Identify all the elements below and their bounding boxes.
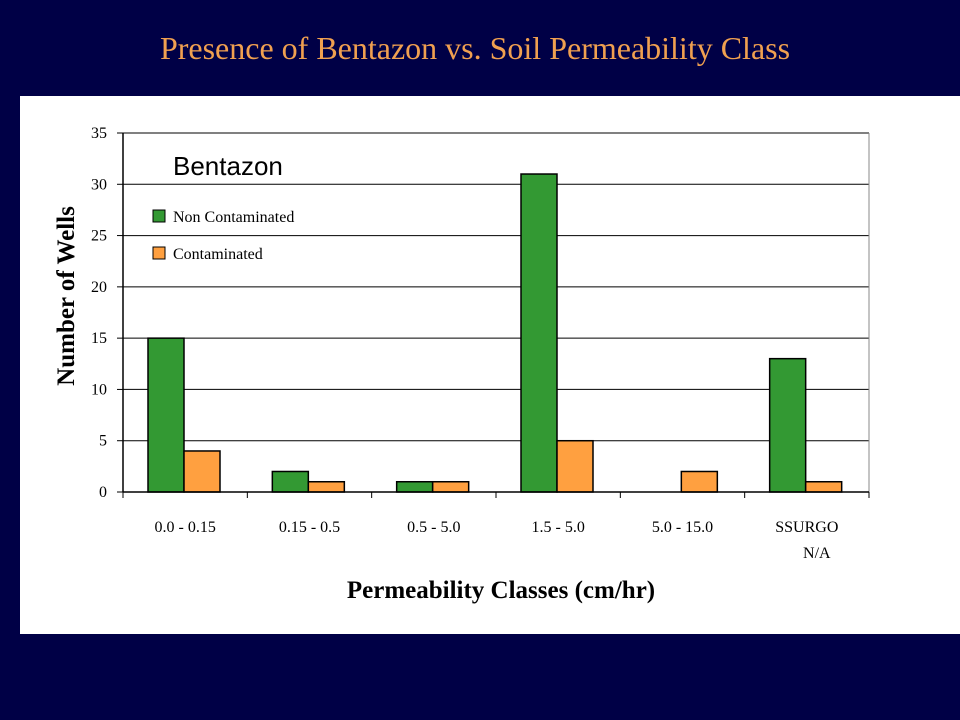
legend-label: Contaminated — [173, 246, 263, 263]
legend-swatch — [152, 246, 166, 260]
x-tick-label: 5.0 - 15.0 — [652, 519, 713, 536]
x-tick-label-line: 5.0 - 15.0 — [652, 519, 713, 536]
x-tick-label-line: 0.5 - 5.0 — [407, 519, 460, 536]
y-tick-label: 0 — [99, 484, 107, 501]
chart-panel: 0 5 10 15 20 25 30 35 0.0 - 0.15 0.15 - 0.5 0.5 - … — [20, 96, 960, 634]
bar-contaminated — [804, 480, 843, 493]
x-tick-label: 0.0 - 0.15 — [155, 519, 216, 536]
bar-non-contaminated — [271, 470, 310, 493]
x-tick-label: SSURGO N/A — [775, 519, 838, 562]
x-axis-title: Permeability Classes (cm/hr) — [347, 577, 655, 604]
bar-contaminated — [556, 439, 594, 493]
legend-swatch — [152, 209, 166, 223]
y-tick-label: 10 — [91, 381, 107, 398]
bar-contaminated — [183, 450, 221, 493]
chart-title: Bentazon — [173, 151, 283, 181]
y-tick-label: 20 — [91, 279, 107, 296]
x-tick-label-line: SSURGO — [775, 519, 838, 536]
x-tick-label: 0.5 - 5.0 — [407, 519, 460, 536]
x-tick-label-line: N/A — [803, 545, 831, 562]
bar-non-contaminated — [768, 357, 807, 493]
bar-contaminated — [431, 480, 470, 493]
y-tick-label: 30 — [91, 176, 107, 193]
bar-contaminated — [680, 470, 719, 493]
bar-contaminated — [307, 480, 346, 493]
y-tick-label: 35 — [91, 125, 107, 142]
y-axis-title: Number of Wells — [53, 206, 80, 386]
y-tick-label: 25 — [91, 228, 107, 245]
bar-non-contaminated — [147, 337, 185, 493]
slide-title: Presence of Bentazon vs. Soil Permeabili… — [159, 30, 791, 66]
x-tick-label-line: 0.15 - 0.5 — [279, 519, 340, 536]
x-tick-label: 0.15 - 0.5 — [279, 519, 340, 536]
x-tick-label: 1.5 - 5.0 — [532, 519, 585, 536]
bar-chart: 0 5 10 15 20 25 30 35 0.0 - 0.15 0.15 - 0.5 0.5 - … — [53, 125, 870, 604]
x-tick-label-line: 0.0 - 0.15 — [155, 519, 216, 536]
legend-label: Non Contaminated — [173, 209, 294, 226]
y-tick-label: 15 — [91, 330, 107, 347]
x-tick-label-line: 1.5 - 5.0 — [532, 519, 585, 536]
bar-non-contaminated — [395, 480, 434, 493]
y-tick-label: 5 — [99, 433, 107, 450]
bar-non-contaminated — [520, 173, 558, 493]
